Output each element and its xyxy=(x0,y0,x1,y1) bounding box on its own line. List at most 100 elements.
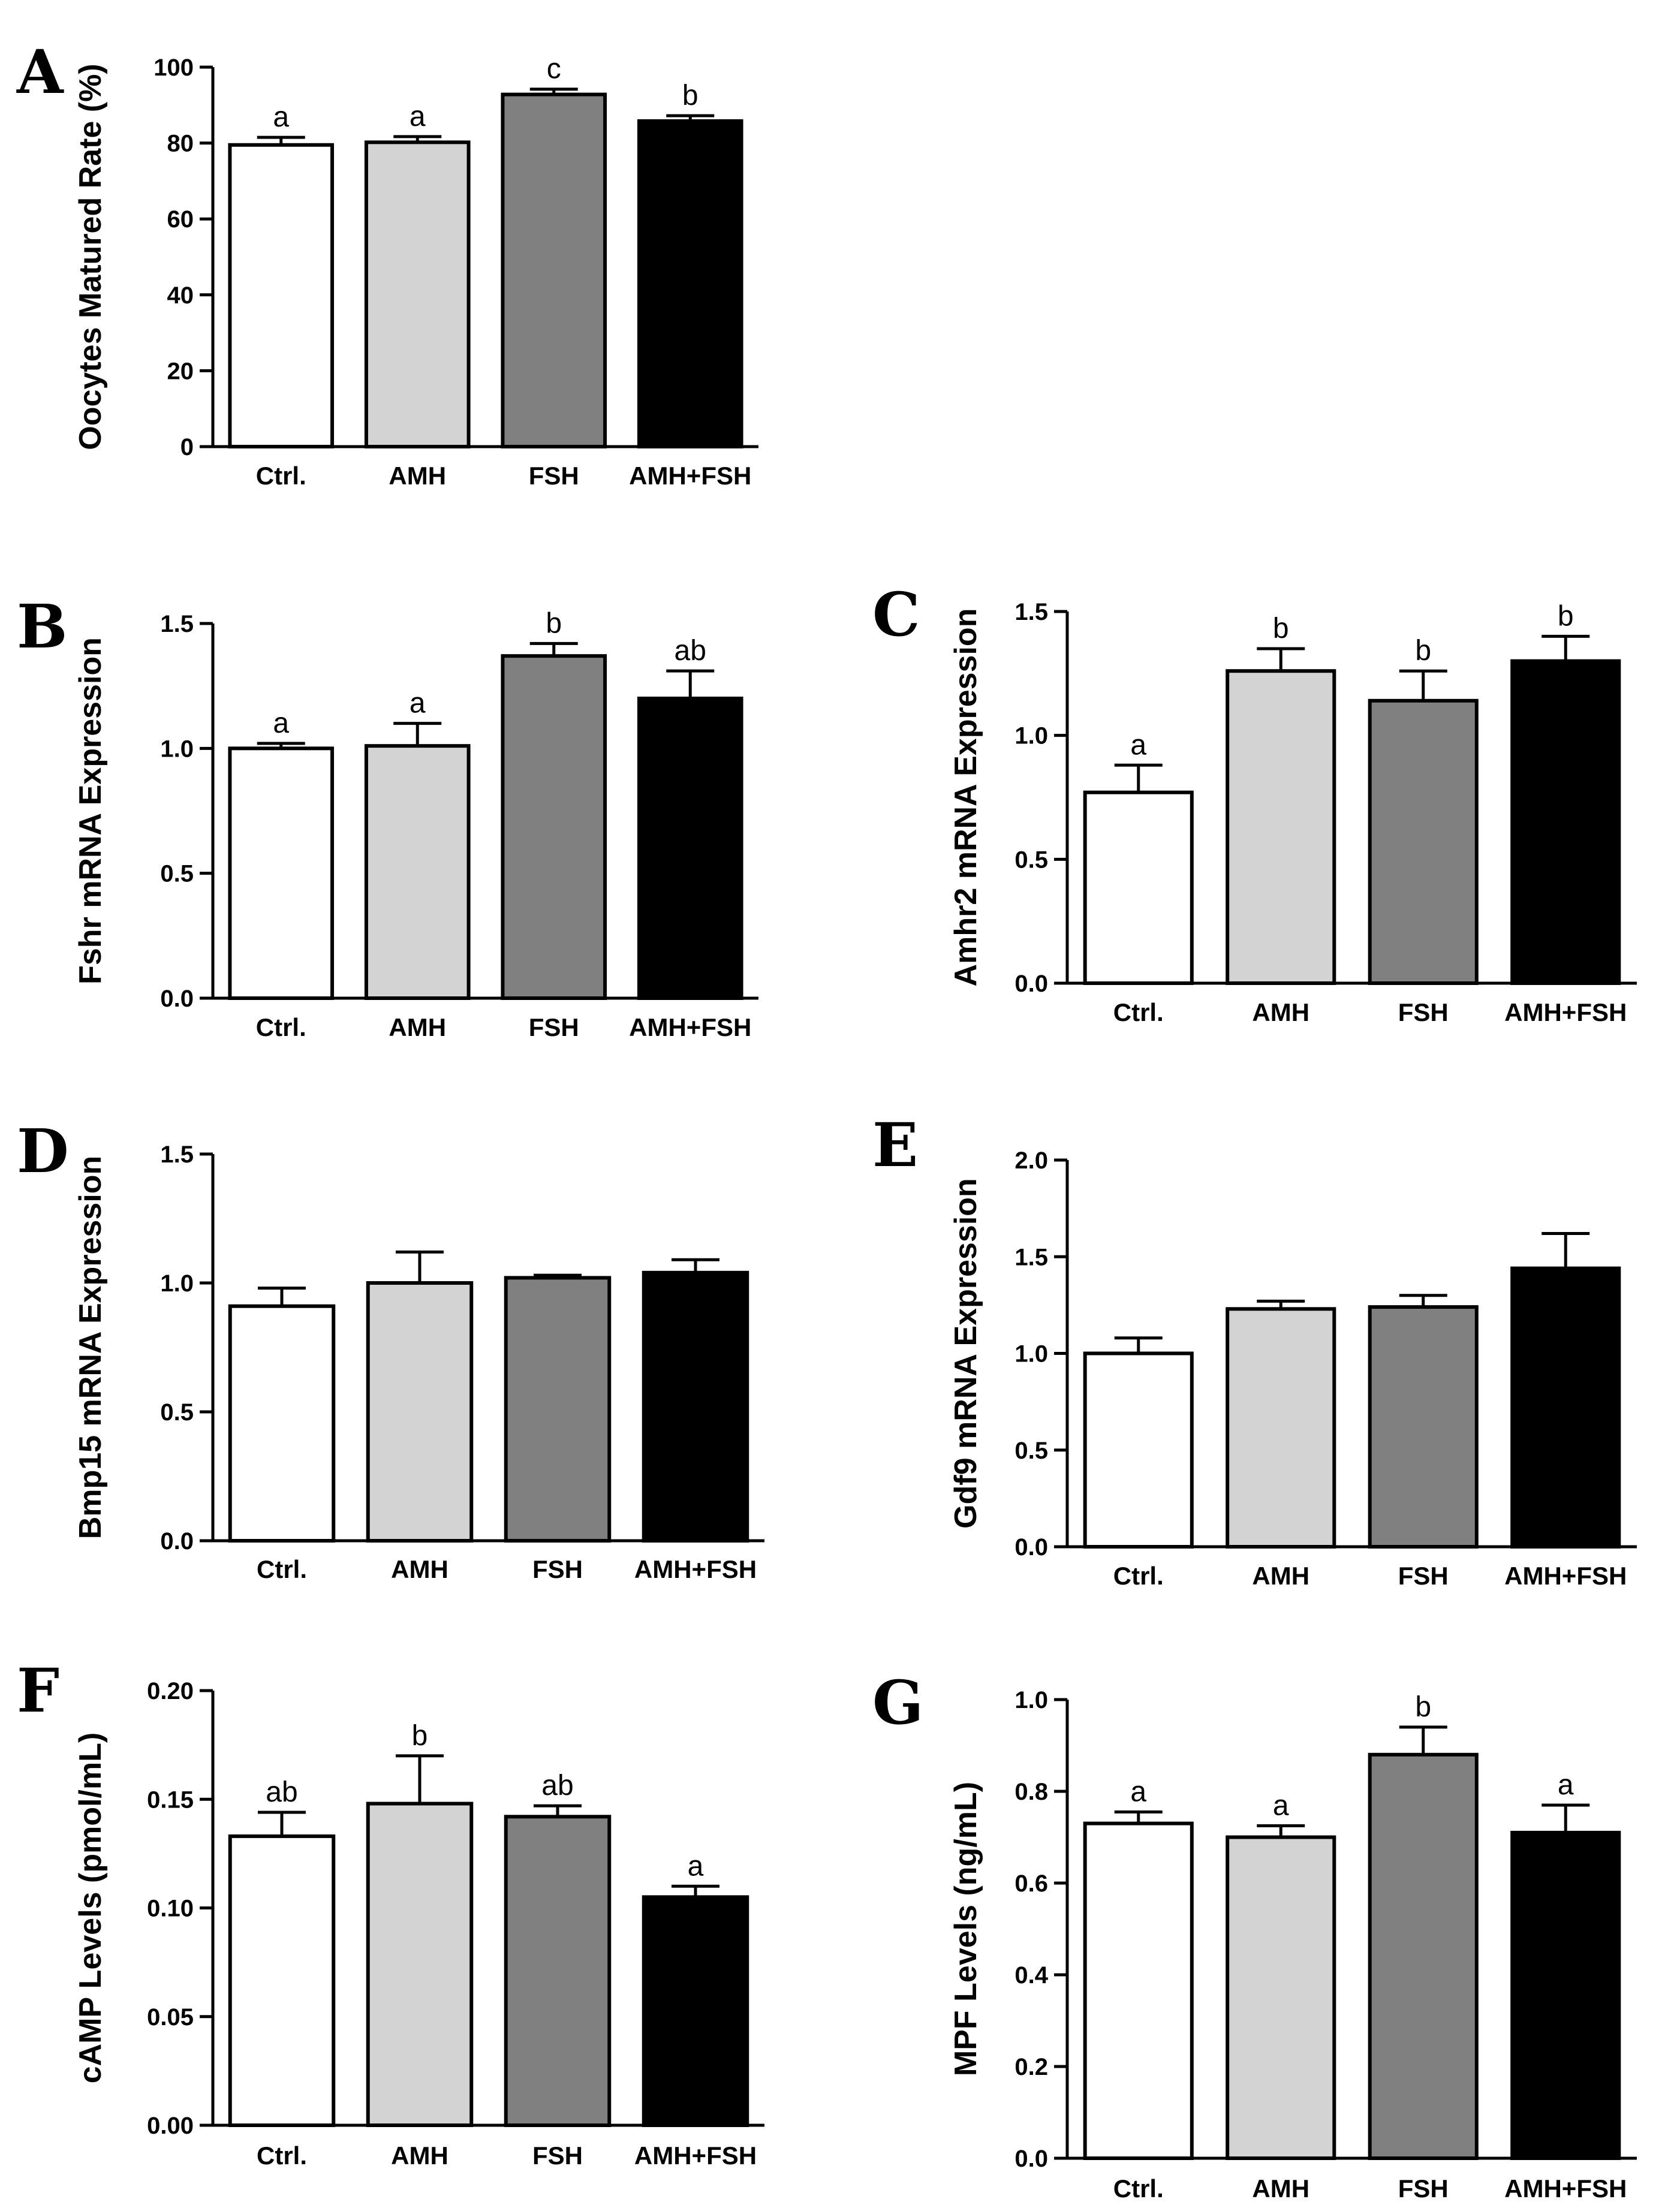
y-tick-label-a: 0 xyxy=(180,434,194,460)
y-tick-label-d: 0.0 xyxy=(160,1528,194,1555)
bar-b-3 xyxy=(637,697,743,1000)
significance-f-3: a xyxy=(688,1850,704,1882)
y-tick-label-c: 0.0 xyxy=(1014,971,1048,997)
y-axis-label-e: Gdf9 mRNA Expression xyxy=(949,1178,983,1529)
y-tick-label-e: 1.0 xyxy=(1014,1341,1048,1367)
category-label-e-1: AMH xyxy=(1252,1562,1309,1590)
y-axis-label-a: Oocytes Matured Rate (%) xyxy=(73,64,108,450)
bar-f-3 xyxy=(642,1895,749,2127)
y-tick-label-g: 0.0 xyxy=(1014,2146,1048,2172)
significance-c-1: b xyxy=(1273,613,1289,644)
category-label-f-2: FSH xyxy=(532,2141,583,2170)
y-tick-label-e: 2.0 xyxy=(1014,1147,1048,1174)
category-label-d-1: AMH xyxy=(391,1555,448,1583)
bar-e-1 xyxy=(1226,1307,1336,1549)
bar-d-3 xyxy=(642,1270,749,1543)
panel-letter-f: F xyxy=(17,1655,59,1726)
category-label-f-1: AMH xyxy=(391,2141,448,2170)
y-tick-label-a: 60 xyxy=(167,206,194,233)
y-tick-label-g: 1.0 xyxy=(1014,1687,1048,1713)
significance-a-1: a xyxy=(410,101,426,132)
panel-letter-b: B xyxy=(17,591,68,662)
bar-g-2 xyxy=(1368,1752,1479,2161)
category-label-c-2: FSH xyxy=(1398,998,1449,1026)
category-label-a-2: FSH xyxy=(529,462,579,490)
category-label-b-0: Ctrl. xyxy=(256,1013,306,1041)
panel-letter-g: G xyxy=(872,1667,923,1738)
bar-e-2 xyxy=(1368,1305,1479,1549)
y-tick-label-f: 0.05 xyxy=(147,2004,194,2031)
category-label-f-3: AMH+FSH xyxy=(634,2141,757,2170)
category-label-e-3: AMH+FSH xyxy=(1504,1562,1627,1590)
bar-d-0 xyxy=(228,1304,336,1543)
y-tick-label-e: 1.5 xyxy=(1014,1244,1048,1270)
y-tick-label-d: 0.5 xyxy=(160,1399,194,1426)
y-tick-label-d: 1.5 xyxy=(160,1141,194,1168)
category-label-g-3: AMH+FSH xyxy=(1504,2174,1627,2203)
bar-a-3 xyxy=(637,119,743,449)
category-label-g-1: AMH xyxy=(1252,2174,1309,2203)
y-tick-label-c: 1.0 xyxy=(1014,723,1048,749)
y-tick-label-e: 0.5 xyxy=(1014,1438,1048,1464)
y-tick-label-g: 0.8 xyxy=(1014,1779,1048,1805)
bar-e-3 xyxy=(1510,1266,1621,1549)
category-label-c-0: Ctrl. xyxy=(1113,998,1164,1026)
y-tick-label-d: 1.0 xyxy=(160,1270,194,1297)
category-label-b-2: FSH xyxy=(529,1013,579,1041)
category-label-c-1: AMH xyxy=(1252,998,1309,1026)
y-tick-label-f: 0.00 xyxy=(147,2113,194,2139)
significance-g-3: a xyxy=(1558,1769,1574,1801)
y-tick-label-a: 20 xyxy=(167,358,194,384)
bar-a-0 xyxy=(228,143,335,448)
y-axis-label-b: Fshr mRNA Expression xyxy=(73,637,108,984)
category-label-a-0: Ctrl. xyxy=(256,462,306,490)
bar-b-0 xyxy=(228,746,335,1001)
y-axis-label-d: Bmp15 mRNA Expression xyxy=(73,1156,108,1540)
significance-g-2: b xyxy=(1415,1691,1431,1723)
significance-b-3: ab xyxy=(675,635,706,667)
bar-f-1 xyxy=(366,1802,474,2127)
y-tick-label-g: 0.6 xyxy=(1014,1870,1048,1897)
bar-d-2 xyxy=(504,1276,612,1543)
bar-a-2 xyxy=(501,92,607,449)
y-tick-label-b: 0.0 xyxy=(160,986,194,1012)
panel-letter-d: D xyxy=(17,1116,69,1186)
significance-f-1: b xyxy=(412,1720,428,1752)
bar-f-2 xyxy=(504,1815,612,2127)
category-label-g-0: Ctrl. xyxy=(1113,2174,1164,2203)
y-tick-label-c: 1.5 xyxy=(1014,599,1048,625)
significance-c-2: b xyxy=(1415,635,1431,667)
y-tick-label-e: 0.0 xyxy=(1014,1534,1048,1561)
y-tick-label-c: 0.5 xyxy=(1014,847,1048,873)
bar-g-0 xyxy=(1083,1821,1194,2161)
bar-g-1 xyxy=(1226,1835,1336,2160)
y-tick-label-f: 0.10 xyxy=(147,1896,194,1922)
panel-letter-c: C xyxy=(872,579,920,650)
category-label-b-3: AMH+FSH xyxy=(629,1013,751,1041)
bar-g-3 xyxy=(1510,1830,1621,2161)
bar-e-0 xyxy=(1083,1351,1194,1549)
category-label-a-3: AMH+FSH xyxy=(629,462,751,490)
significance-g-0: a xyxy=(1130,1776,1146,1808)
y-tick-label-a: 100 xyxy=(153,55,194,81)
category-label-c-3: AMH+FSH xyxy=(1504,998,1627,1026)
bar-c-1 xyxy=(1226,669,1336,985)
bar-c-2 xyxy=(1368,698,1479,986)
y-tick-label-b: 1.0 xyxy=(160,736,194,762)
category-label-b-1: AMH xyxy=(389,1013,446,1041)
significance-a-2: c xyxy=(547,53,561,85)
category-label-d-0: Ctrl. xyxy=(257,1555,307,1583)
y-tick-label-b: 1.5 xyxy=(160,611,194,637)
significance-c-0: a xyxy=(1130,729,1146,761)
y-axis-label-g: MPF Levels (ng/mL) xyxy=(949,1782,983,2076)
y-axis-label-f: cAMP Levels (pmol/mL) xyxy=(73,1733,108,2084)
y-axis-label-c: Amhr2 mRNA Expression xyxy=(949,609,983,987)
category-label-d-3: AMH+FSH xyxy=(634,1555,757,1583)
y-tick-label-f: 0.20 xyxy=(147,1678,194,1704)
category-label-d-2: FSH xyxy=(532,1555,583,1583)
bar-a-1 xyxy=(364,140,471,448)
y-tick-label-a: 40 xyxy=(167,282,194,309)
y-tick-label-g: 0.2 xyxy=(1014,2054,1048,2080)
bar-d-1 xyxy=(366,1281,474,1543)
